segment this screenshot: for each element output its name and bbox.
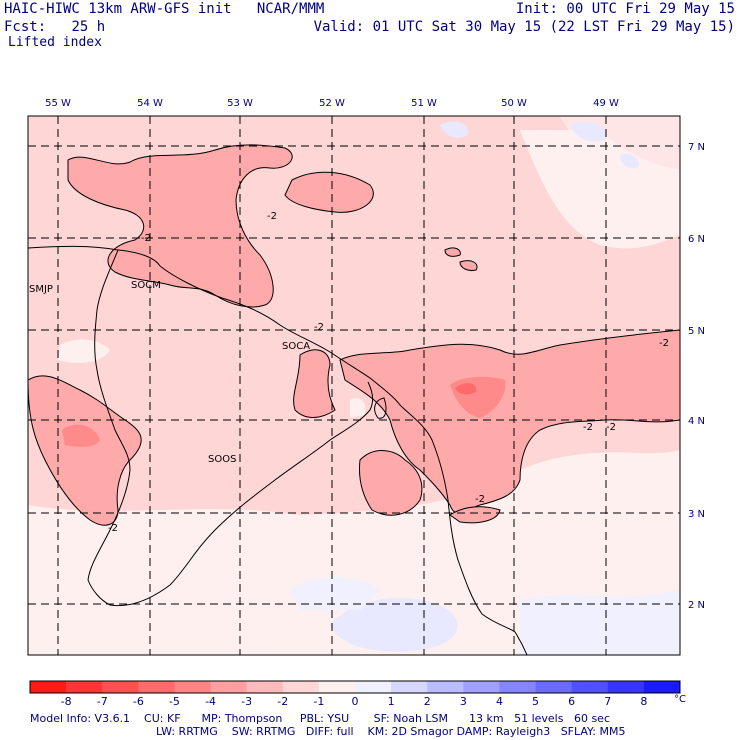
colorbar-swatch [643, 681, 681, 693]
colorbar-swatch [282, 681, 320, 693]
header-forecast-line: Fcst: 25 h [4, 19, 105, 35]
colorbar-swatch [30, 681, 67, 693]
field-near-zero-ne2 [520, 130, 680, 249]
coastlines-borders [28, 245, 528, 655]
colorbar-tick-label: -7 [97, 695, 108, 708]
contour-minus-two [28, 144, 680, 526]
lifted-index-field: -2 -2 -2 -2 -2 -2 -2 -2 SMJP SOCM SOCA S… [28, 116, 680, 655]
station-label-socm: SOCM [131, 280, 161, 291]
station-label-soca: SOCA [282, 341, 310, 352]
longitude-label: 51 W [411, 98, 437, 109]
field-near-zero-west [58, 339, 110, 363]
colorbar-swatch [535, 681, 572, 693]
contour-label: -2 [267, 211, 277, 222]
model-physics-line: LW: RRTMG SW: RRTMG DIFF: full KM: 2D Sm… [156, 725, 626, 738]
field-name: Lifted index [8, 35, 102, 50]
colorbar-swatch [210, 681, 247, 693]
colorbar-tick-label: -3 [241, 695, 252, 708]
longitude-label: 55 W [45, 98, 71, 109]
colorbar-tick-label: -6 [133, 695, 144, 708]
colorbar-swatch [391, 681, 428, 693]
init-time: Init: 00 UTC Fri 29 May 15 [515, 1, 735, 17]
colorbar-tick-label: -8 [61, 695, 72, 708]
colorbar-swatch [463, 681, 500, 693]
field-positive-south [330, 597, 458, 652]
colorbar-swatch [427, 681, 464, 693]
colorbar-swatch [246, 681, 284, 693]
model-name: HAIC-HIWC 13km ARW-GFS init [4, 1, 232, 17]
station-label-smjp: SMJP [29, 284, 53, 295]
colorbar-tick-label: -4 [205, 695, 216, 708]
colorbar-swatch [102, 681, 139, 693]
colorbar-tick-label: 7 [604, 695, 611, 708]
latitude-label: 3 N [688, 509, 705, 520]
contour-label: -2 [141, 233, 151, 244]
field-positive-se [520, 590, 680, 655]
contour-label: -2 [606, 422, 616, 433]
field-minus-four [455, 383, 477, 395]
model-info-line: Model Info: V3.6.1 CU: KF MP: Thompson P… [30, 712, 610, 725]
contour-label: -2 [108, 523, 118, 534]
contour-label: -2 [583, 422, 593, 433]
colorbar-tick-label: -2 [277, 695, 288, 708]
field-positive-ne2 [620, 153, 639, 169]
field-positive-ne [570, 122, 606, 142]
latitude-axis: 7 N 6 N 5 N 4 N 3 N 2 N [688, 142, 705, 611]
forecast-label: Fcst: [4, 19, 47, 35]
valid-time: Valid: 01 UTC Sat 30 May 15 (22 LST Fri … [313, 19, 735, 35]
latitude-label: 2 N [688, 600, 705, 611]
longitude-axis: 55 W 54 W 53 W 52 W 51 W 50 W 49 W [45, 98, 619, 109]
colorbar-frame [29, 680, 681, 694]
colorbar-tick-label: 6 [568, 695, 575, 708]
colorbar-swatch [66, 681, 103, 693]
longitude-label: 54 W [137, 98, 163, 109]
station-label-soos: SOOS [208, 454, 236, 465]
longitude-label: 52 W [319, 98, 345, 109]
colorbar-tick-label: 1 [388, 695, 395, 708]
colorbar-tick-label: 5 [532, 695, 539, 708]
contour-label: -2 [475, 494, 485, 505]
contour-label: -2 [314, 322, 324, 333]
colorbar-swatch [355, 681, 392, 693]
colorbar-tick-label: 8 [640, 695, 647, 708]
station-labels: SMJP SOCM SOCA SOOS [29, 280, 310, 465]
colorbar-tick-label: 3 [460, 695, 467, 708]
longitude-label: 49 W [593, 98, 619, 109]
contour-label-group: -2 -2 -2 -2 -2 -2 -2 -2 [108, 211, 669, 534]
colorbar-swatch [571, 681, 609, 693]
colorbar-swatch [174, 681, 211, 693]
colorbar-ticks: -8 -7 -6 -5 -4 -3 -2 -1 0 1 2 3 4 5 6 7 8 [61, 695, 648, 708]
latitude-label: 6 N [688, 234, 705, 245]
latitude-label: 4 N [688, 416, 705, 427]
map-frame [27, 115, 681, 656]
org-name: NCAR/MMM [256, 1, 325, 17]
colorbar-swatch [318, 681, 356, 693]
forecast-value: 25 h [71, 19, 106, 35]
latitude-label: 5 N [688, 326, 705, 337]
field-positive-north [440, 121, 469, 138]
contour-label: -2 [659, 338, 669, 349]
header-model-line: HAIC-HIWC 13km ARW-GFS init NCAR/MMM [4, 1, 324, 17]
colorbar-tick-label: 4 [496, 695, 503, 708]
field-near-zero-islet [350, 398, 366, 418]
field-positive-south2 [290, 576, 380, 610]
colorbar-swatch [607, 681, 645, 693]
colorbar-swatch [138, 681, 175, 693]
lat-lon-grid [28, 116, 680, 655]
colorbar-tick-label: -5 [169, 695, 180, 708]
colorbar-tick-label: 2 [424, 695, 431, 708]
longitude-label: 53 W [227, 98, 253, 109]
colorbar-tick-label: 0 [352, 695, 359, 708]
colorbar [29, 680, 681, 694]
latitude-label: 7 N [688, 142, 705, 153]
colorbar-unit: °C [674, 694, 686, 705]
longitude-label: 50 W [501, 98, 527, 109]
colorbar-tick-label: -1 [313, 695, 324, 708]
colorbar-swatch [499, 681, 536, 693]
